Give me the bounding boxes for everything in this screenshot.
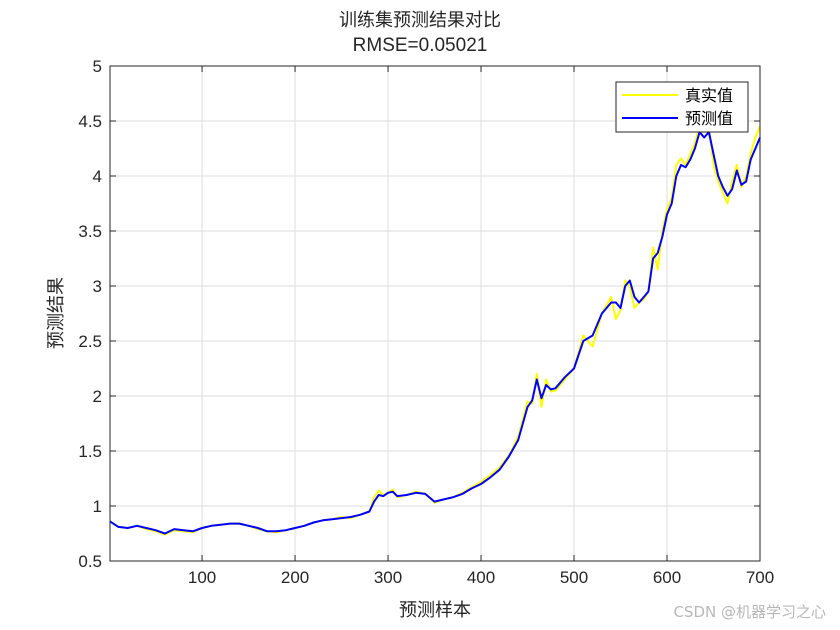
chart-subtitle-rmse: RMSE=0.05021 xyxy=(352,35,488,56)
axes-frame xyxy=(109,65,761,562)
x-tick-label: 700 xyxy=(746,568,774,587)
y-tick-label: 3.5 xyxy=(78,222,102,241)
legend-label-true: 真实值 xyxy=(685,86,733,105)
legend: 真实值 预测值 xyxy=(615,81,749,133)
watermark-text: CSDN @机器学习之心 xyxy=(673,603,826,621)
y-axis-label: 预测结果 xyxy=(46,277,67,349)
x-tick-label: 500 xyxy=(560,568,588,587)
grid-lines xyxy=(110,65,761,562)
series-layer xyxy=(109,125,761,536)
y-tick-label: 4 xyxy=(93,167,102,186)
y-tick-label: 5 xyxy=(93,57,102,76)
y-tick-label: 1.5 xyxy=(78,442,102,461)
x-tick-label: 400 xyxy=(467,568,495,587)
legend-label-pred: 预测值 xyxy=(685,109,733,128)
ticks: 100 200 300 400 500 600 700 0.5 1 1.5 2 2.5 3 3.5 4 4.5… xyxy=(78,57,774,587)
x-axis-label: 预测样本 xyxy=(399,600,471,621)
x-tick-label: 300 xyxy=(374,568,402,587)
x-tick-label: 200 xyxy=(281,568,309,587)
y-tick-label: 1 xyxy=(93,497,102,516)
x-tick-label: 100 xyxy=(188,568,216,587)
y-tick-label: 4.5 xyxy=(78,112,102,131)
legend-box xyxy=(615,81,749,133)
x-tick-label: 600 xyxy=(653,568,681,587)
y-tick-label: 2.5 xyxy=(78,332,102,351)
chart-title: 训练集预测结果对比 xyxy=(339,10,501,31)
y-tick-label: 2 xyxy=(93,387,102,406)
series-line-true xyxy=(109,125,761,536)
y-tick-label: 3 xyxy=(93,277,102,296)
series-line-pred xyxy=(109,131,761,535)
y-tick-label: 0.5 xyxy=(78,552,102,571)
